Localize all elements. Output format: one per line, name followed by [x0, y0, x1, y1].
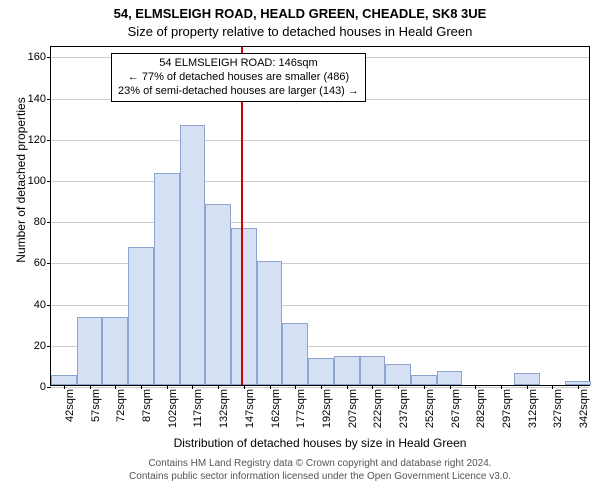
ytick-label: 60: [34, 257, 46, 269]
gridline: [51, 140, 589, 141]
xtick-label: 312sqm: [527, 385, 539, 428]
title-line-1: 54, ELMSLEIGH ROAD, HEALD GREEN, CHEADLE…: [0, 6, 600, 21]
histogram-bar: [282, 323, 308, 385]
xtick-label: 132sqm: [218, 385, 230, 428]
xtick-label: 267sqm: [450, 385, 462, 428]
ytick-label: 0: [40, 381, 46, 393]
xtick-label: 177sqm: [295, 385, 307, 428]
annotation-line: 54 ELMSLEIGH ROAD: 146sqm: [118, 57, 359, 71]
histogram-bar: [385, 364, 411, 385]
xtick-label: 342sqm: [578, 385, 590, 428]
histogram-bar: [128, 247, 154, 385]
ytick-mark: [47, 99, 51, 100]
ytick-mark: [47, 140, 51, 141]
ytick-mark: [47, 346, 51, 347]
x-axis-label: Distribution of detached houses by size …: [50, 436, 590, 450]
histogram-bar: [360, 356, 386, 385]
histogram-bar: [411, 375, 437, 385]
title-line-2: Size of property relative to detached ho…: [0, 24, 600, 39]
xtick-label: 162sqm: [270, 385, 282, 428]
xtick-label: 87sqm: [141, 385, 153, 422]
histogram-bar: [205, 204, 231, 385]
xtick-label: 327sqm: [552, 385, 564, 428]
xtick-label: 282sqm: [475, 385, 487, 428]
ytick-label: 160: [28, 51, 46, 63]
ytick-label: 80: [34, 216, 46, 228]
ytick-mark: [47, 222, 51, 223]
histogram-bar: [180, 125, 206, 385]
ytick-label: 120: [28, 134, 46, 146]
xtick-label: 102sqm: [167, 385, 179, 428]
histogram-bar: [77, 317, 103, 385]
ytick-mark: [47, 181, 51, 182]
ytick-mark: [47, 263, 51, 264]
annotation-box: 54 ELMSLEIGH ROAD: 146sqm← 77% of detach…: [111, 53, 366, 102]
footer-attribution: Contains HM Land Registry data © Crown c…: [50, 458, 590, 483]
histogram-bar: [308, 358, 334, 385]
xtick-label: 72sqm: [115, 385, 127, 422]
xtick-label: 237sqm: [398, 385, 410, 428]
histogram-bar: [51, 375, 77, 385]
histogram-bar: [154, 173, 180, 385]
xtick-label: 222sqm: [372, 385, 384, 428]
footer-line-1: Contains HM Land Registry data © Crown c…: [50, 458, 590, 471]
ytick-label: 20: [34, 340, 46, 352]
ytick-label: 100: [28, 175, 46, 187]
annotation-line: ← 77% of detached houses are smaller (48…: [118, 71, 359, 85]
ytick-mark: [47, 387, 51, 388]
ytick-label: 140: [28, 93, 46, 105]
gridline: [51, 181, 589, 182]
ytick-mark: [47, 57, 51, 58]
histogram-bar: [334, 356, 360, 385]
y-axis-label: Number of detached properties: [14, 50, 28, 310]
histogram-bar: [231, 228, 257, 385]
chart-plot-area: 02040608010012014016042sqm57sqm72sqm87sq…: [50, 46, 590, 386]
xtick-label: 192sqm: [321, 385, 333, 428]
histogram-bar: [257, 261, 283, 385]
xtick-label: 252sqm: [424, 385, 436, 428]
ytick-label: 40: [34, 299, 46, 311]
xtick-label: 42sqm: [64, 385, 76, 422]
histogram-bar: [102, 317, 128, 385]
annotation-line: 23% of semi-detached houses are larger (…: [118, 85, 359, 99]
ytick-mark: [47, 305, 51, 306]
xtick-label: 147sqm: [244, 385, 256, 428]
xtick-label: 117sqm: [192, 385, 204, 427]
xtick-label: 297sqm: [501, 385, 513, 428]
xtick-label: 207sqm: [347, 385, 359, 428]
xtick-label: 57sqm: [90, 385, 102, 422]
gridline: [51, 222, 589, 223]
histogram-bar: [437, 371, 463, 385]
footer-line-2: Contains public sector information licen…: [50, 471, 590, 484]
histogram-bar: [514, 373, 540, 385]
